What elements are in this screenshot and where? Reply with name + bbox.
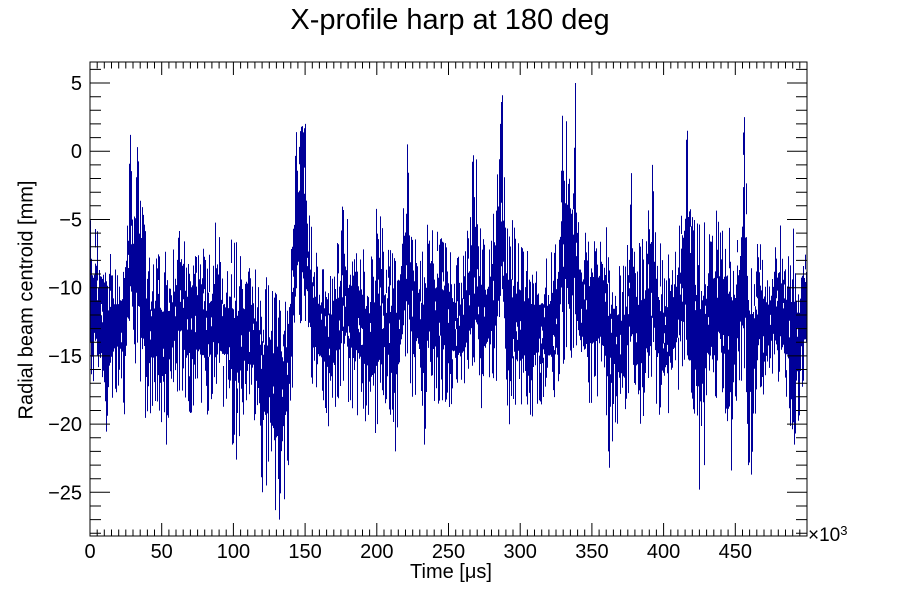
x-tick-label: 100 [217, 541, 250, 563]
y-tick-label: 0 [71, 141, 82, 163]
y-tick-label: −10 [48, 278, 82, 300]
x-tick-label: 250 [432, 541, 465, 563]
plot-title: X-profile harp at 180 deg [290, 4, 610, 36]
x-tick-label: 200 [360, 541, 393, 563]
tick-labels: 0 50 100 150 200 250 300 350 400 45050−5−10−15−20… [48, 73, 752, 563]
x-axis-exponent-base: ×10 [808, 525, 841, 546]
y-tick-label: 5 [71, 73, 82, 95]
x-tick-label: 350 [575, 541, 608, 563]
waveform-series [90, 83, 807, 520]
y-tick-label: −20 [48, 414, 82, 436]
axis-ticks [89, 62, 808, 536]
x-axis-title: Time [μs] [410, 561, 492, 583]
x-tick-label: 450 [719, 541, 752, 563]
x-tick-label: 0 [84, 541, 95, 563]
x-axis-exponent-label: ×103 [808, 523, 847, 547]
waveform-path [90, 83, 807, 520]
y-tick-label: −25 [48, 482, 82, 504]
x-tick-label: 300 [504, 541, 537, 563]
y-tick-label: −15 [48, 346, 82, 368]
x-tick-label: 50 [151, 541, 173, 563]
x-axis-exponent-power: 3 [840, 523, 848, 538]
y-tick-label: −5 [59, 210, 82, 232]
x-tick-label: 400 [647, 541, 680, 563]
x-tick-label: 150 [288, 541, 321, 563]
